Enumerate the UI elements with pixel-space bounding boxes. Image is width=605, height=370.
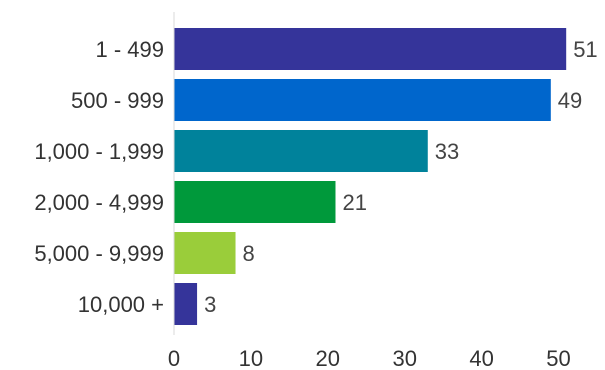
bar-5 [174, 283, 197, 325]
x-tick-label-4: 40 [469, 346, 493, 370]
value-label-2: 33 [435, 139, 459, 164]
bars-group [174, 28, 566, 325]
value-label-4: 8 [243, 241, 255, 266]
x-tick-label-2: 20 [316, 346, 340, 370]
value-label-1: 49 [558, 88, 582, 113]
category-labels: 1 - 499 500 - 999 1,000 - 1,999 2,000 - 4,9… [34, 37, 164, 317]
category-label-5: 10,000 + [78, 292, 164, 317]
value-label-3: 21 [342, 190, 366, 215]
bar-4 [174, 232, 236, 274]
category-label-0: 1 - 499 [96, 37, 165, 62]
category-label-3: 2,000 - 4,999 [34, 190, 164, 215]
x-axis-ticks: 0 10 20 30 40 50 [168, 346, 571, 370]
category-label-2: 1,000 - 1,999 [34, 139, 164, 164]
bar-3 [174, 181, 335, 223]
value-label-5: 3 [204, 292, 216, 317]
bar-2 [174, 130, 428, 172]
x-tick-label-3: 30 [392, 346, 416, 370]
bar-1 [174, 79, 551, 121]
x-tick-label-1: 10 [239, 346, 263, 370]
value-label-0: 51 [573, 37, 597, 62]
x-tick-label-5: 50 [546, 346, 570, 370]
category-label-4: 5,000 - 9,999 [34, 241, 164, 266]
x-tick-label-0: 0 [168, 346, 180, 370]
category-label-1: 500 - 999 [71, 88, 164, 113]
bar-0 [174, 28, 566, 70]
